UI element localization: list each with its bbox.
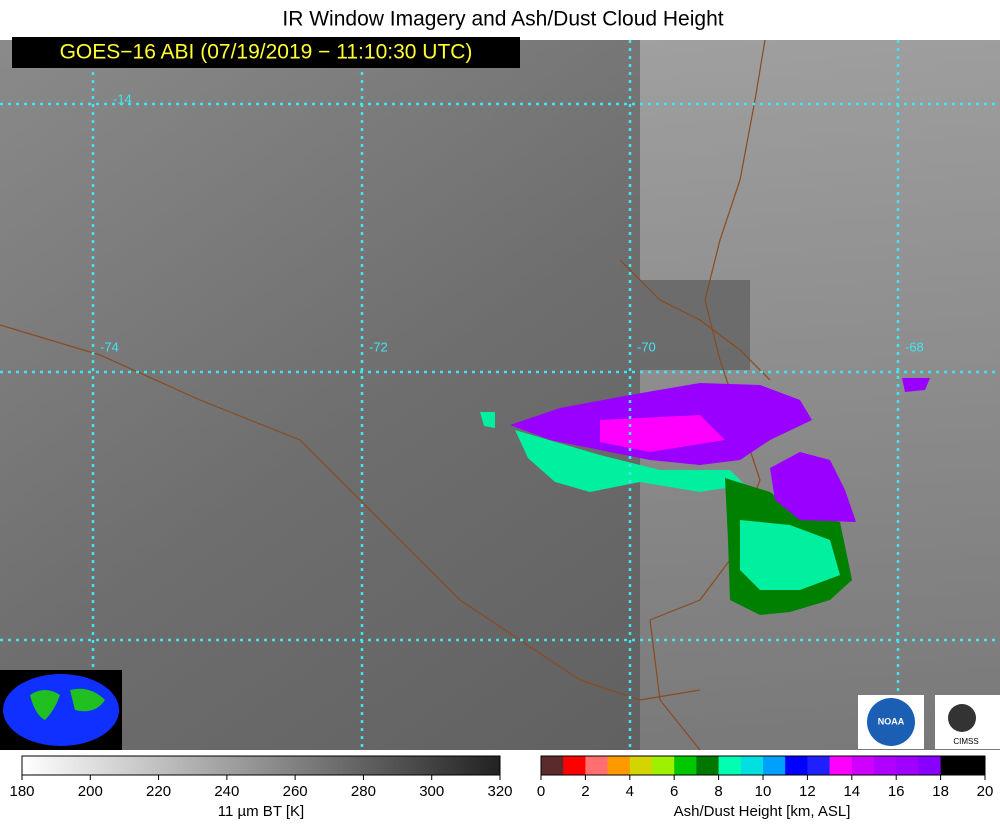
tick-label: 8 bbox=[714, 783, 722, 800]
color-segment bbox=[696, 756, 720, 775]
tick-label: 4 bbox=[626, 783, 634, 800]
color-segment bbox=[563, 756, 586, 775]
map: -14 -74 -72 -70 -68 NOAA CIMSS bbox=[0, 39, 1000, 751]
tick-label: 16 bbox=[888, 783, 905, 800]
lon-label: -74 bbox=[100, 339, 119, 354]
color-segment bbox=[718, 756, 742, 775]
logos: NOAA CIMSS bbox=[858, 695, 1000, 749]
ir-colorbar bbox=[21, 755, 501, 776]
color-segment bbox=[541, 756, 564, 775]
ir-label: 11 µm BT [K] bbox=[218, 803, 304, 820]
ash-label: Ash/Dust Height [km, ASL] bbox=[674, 803, 851, 820]
color-segment bbox=[785, 756, 808, 775]
color-segment bbox=[740, 756, 764, 775]
color-segment bbox=[674, 756, 697, 775]
tick-label: 260 bbox=[283, 783, 308, 800]
tick-label: 200 bbox=[78, 783, 103, 800]
lon-label: -68 bbox=[905, 339, 924, 354]
lake-area bbox=[640, 280, 750, 370]
color-segment bbox=[940, 756, 964, 775]
tick-label: 180 bbox=[9, 783, 34, 800]
graticule bbox=[0, 40, 1000, 750]
lon-label: -70 bbox=[637, 339, 656, 354]
color-segment bbox=[607, 756, 631, 775]
color-segment bbox=[851, 756, 875, 775]
color-segment bbox=[652, 756, 675, 775]
color-segment bbox=[585, 756, 609, 775]
tick-label: 240 bbox=[214, 783, 239, 800]
tick-label: 300 bbox=[419, 783, 444, 800]
color-segment bbox=[807, 756, 831, 775]
tick-label: 320 bbox=[487, 783, 512, 800]
color-segment bbox=[896, 756, 919, 775]
ash-cloud bbox=[480, 378, 930, 615]
color-segment bbox=[918, 756, 942, 775]
tick-label: 6 bbox=[670, 783, 678, 800]
tick-label: 220 bbox=[146, 783, 171, 800]
lon-label: -72 bbox=[369, 339, 388, 354]
subtitle: GOES−16 ABI (07/19/2019 − 11:10:30 UTC) bbox=[60, 41, 473, 64]
color-segment bbox=[629, 756, 653, 775]
tick-label: 12 bbox=[799, 783, 816, 800]
logo-noaa: NOAA bbox=[878, 716, 905, 726]
logo-cimss: CIMSS bbox=[953, 737, 978, 746]
tick-label: 18 bbox=[932, 783, 949, 800]
color-segment bbox=[962, 756, 986, 775]
tick-label: 280 bbox=[351, 783, 376, 800]
color-segment bbox=[874, 756, 897, 775]
color-segment bbox=[829, 756, 853, 775]
title: IR Window Imagery and Ash/Dust Cloud Hei… bbox=[282, 8, 723, 31]
color-segment bbox=[763, 756, 786, 775]
tick-label: 2 bbox=[581, 783, 589, 800]
tick-label: 20 bbox=[977, 783, 994, 800]
lat-label: -14 bbox=[113, 91, 132, 106]
graticule-labels: -14 -74 -72 -70 -68 bbox=[100, 91, 924, 354]
ir-ticks: 180 200 220 240 260 280 300 320 bbox=[9, 775, 513, 800]
tick-label: 10 bbox=[755, 783, 772, 800]
ash-colorbar: 0 2 4 6 8 10 12 14 16 18 20 bbox=[537, 755, 994, 800]
tick-label: 14 bbox=[843, 783, 860, 800]
tick-label: 0 bbox=[537, 783, 545, 800]
globe-inset bbox=[0, 670, 122, 750]
subtitle-box bbox=[12, 37, 520, 68]
